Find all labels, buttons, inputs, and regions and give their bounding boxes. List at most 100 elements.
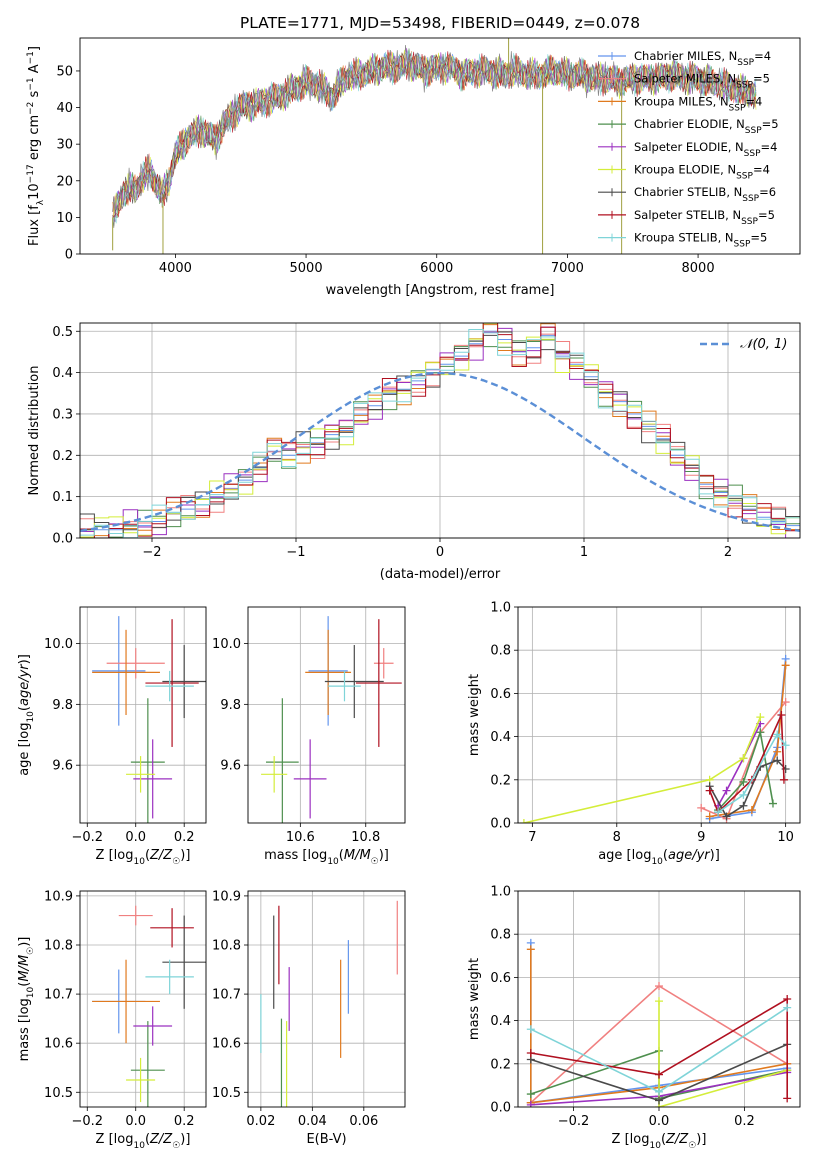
spectrum-series-line	[112, 44, 757, 228]
mass-weight-point	[756, 728, 765, 737]
mass-weight-point	[526, 1049, 535, 1057]
panel-age-vs-Z: −0.2 0.0 0.2 9.6 9.8 10.0 Z [log10(Z/Z☉)] age […	[17, 606, 207, 867]
mass-weight-point	[777, 711, 786, 719]
mass-weight-point	[739, 801, 748, 810]
errorbars	[261, 616, 402, 823]
y-tick-label: 1.0	[490, 601, 511, 616]
y-tick-label: 0.2	[490, 773, 511, 788]
legend-entry: 𝒩(0, 1)	[740, 337, 787, 352]
mass-weight-point	[773, 756, 782, 765]
mass-weight-point	[655, 1096, 663, 1105]
mass-weight-point	[526, 1090, 535, 1099]
x-tick-label: 4000	[159, 261, 192, 276]
y-axis-label: mass weight	[467, 958, 482, 1040]
mass-weight-lines	[519, 654, 790, 823]
y-tick-label: 0.0	[490, 817, 511, 832]
x-axis-label: wavelength [Angstrom, rest frame]	[326, 283, 555, 298]
x-tick-label: 7000	[551, 261, 584, 276]
axes-frame	[79, 322, 801, 539]
mass-weight-point	[714, 808, 723, 817]
x-tick-label: 1	[580, 545, 588, 560]
x-tick-label: 2	[724, 545, 732, 560]
mass-weight-point	[739, 790, 748, 799]
x-tick-label: 7	[528, 830, 536, 845]
histogram-series	[80, 331, 800, 538]
x-axis-label: Z [log10(Z/Z☉)]	[612, 1132, 707, 1151]
mass-weight-point	[773, 730, 782, 739]
axes-frame	[247, 890, 406, 1108]
mass-weight-series	[717, 723, 762, 807]
x-tick-label: −1	[286, 545, 305, 560]
figure-title: PLATE=1771, MJD=53498, FIBERID=0449, z=0…	[240, 14, 640, 32]
mass-weight-point	[655, 982, 663, 991]
y-tick-label: 0.6	[490, 687, 511, 702]
y-tick-label: 10.8	[44, 939, 73, 954]
y-axis-label: age [log10(age/yr)]	[17, 654, 36, 776]
mass-weight-point	[722, 812, 731, 821]
legend-entry: Kroupa STELIB, NSSP=5	[634, 231, 767, 250]
legend-entry: Salpeter MILES, NSSP=5	[634, 72, 770, 91]
y-tick-label: 0	[65, 248, 73, 263]
y-tick-label: 20	[56, 174, 73, 189]
x-tick-label: 10	[777, 830, 794, 845]
y-tick-label: 0.0	[52, 532, 73, 547]
mass-weight-point	[705, 786, 714, 795]
x-axis-label: Z [log10(Z/Z☉)]	[96, 848, 191, 867]
mass-weight-series	[700, 701, 787, 820]
y-tick-label: 10.9	[212, 889, 241, 904]
x-tick-label: 0.2	[174, 830, 195, 845]
mass-weight-point	[773, 747, 782, 756]
y-tick-label: 9.8	[52, 698, 73, 713]
y-tick-label: 10.0	[44, 637, 73, 652]
mass-weight-point	[783, 1003, 792, 1012]
panel-mass-weight-vs-age: 7 8 9 10 0.0 0.2 0.4 0.6 0.8 1.0 age [log10(age/yr…	[467, 601, 801, 867]
x-tick-label: 0.0	[649, 1114, 670, 1129]
y-tick-label: 30	[56, 138, 73, 153]
x-tick-label: −0.2	[71, 1114, 103, 1129]
y-tick-label: 9.6	[52, 759, 73, 774]
x-tick-label: 5000	[290, 261, 323, 276]
x-tick-label: 0	[436, 545, 444, 560]
legend-entry: Kroupa ELODIE, NSSP=4	[634, 163, 770, 182]
y-axis-label: Flux [fλ10−17 erg cm−2 s−1 A−1]	[26, 46, 46, 246]
y-tick-label: 10	[56, 211, 73, 226]
panel-mass-weight-vs-Z: −0.2 0.0 0.2 0.0 0.2 0.4 0.6 0.8 1.0 Z [log10(Z/Z…	[467, 885, 801, 1151]
y-tick-label: 9.6	[220, 759, 241, 774]
y-axis-label: Normed distribution	[27, 366, 42, 496]
errorbars	[92, 616, 206, 823]
y-tick-label: 0.5	[52, 325, 73, 340]
errorbars	[260, 900, 398, 1107]
spectrum-series-line	[112, 49, 757, 213]
y-axis-label: mass [log10(M/M☉)]	[17, 937, 36, 1062]
x-tick-label: 0.2	[734, 1114, 755, 1129]
x-tick-label: −0.2	[71, 830, 103, 845]
y-tick-label: 10.9	[44, 889, 73, 904]
legend-entry: Salpeter ELODIE, NSSP=4	[634, 140, 777, 159]
mass-weight-point	[697, 803, 706, 812]
mass-weight-point	[526, 1025, 535, 1034]
mass-weight-point	[747, 806, 756, 815]
y-tick-label: 10.6	[44, 1037, 73, 1052]
mass-weight-point	[722, 786, 731, 795]
y-tick-label: 10.7	[44, 988, 73, 1003]
spectrum-lines	[112, 38, 757, 254]
spectrum-series-line	[112, 49, 757, 224]
x-tick-label: 0.0	[125, 1114, 146, 1129]
errorbars	[92, 905, 206, 1107]
y-tick-label: 10.6	[212, 1037, 241, 1052]
mass-weight-point	[655, 997, 663, 1006]
legend-entry: Chabrier STELIB, NSSP=6	[634, 185, 776, 204]
y-tick-label: 10.0	[212, 637, 241, 652]
y-tick-label: 0.6	[490, 971, 511, 986]
mass-weight-point	[655, 1070, 663, 1079]
x-tick-label: 9	[697, 830, 705, 845]
mass-weight-point	[783, 995, 792, 1003]
mass-weight-point	[519, 819, 528, 823]
x-tick-label: 0.06	[349, 1114, 378, 1129]
x-axis-label: Z [log10(Z/Z☉)]	[96, 1132, 191, 1151]
y-tick-label: 0.2	[52, 449, 73, 464]
mass-weight-point	[756, 713, 765, 722]
panel-spectrum: 4000 5000 6000 7000 8000 0 10 20 30 40 50 Chabrier …	[26, 37, 801, 298]
mass-weight-point	[781, 741, 790, 750]
mass-weight-point	[739, 777, 748, 786]
